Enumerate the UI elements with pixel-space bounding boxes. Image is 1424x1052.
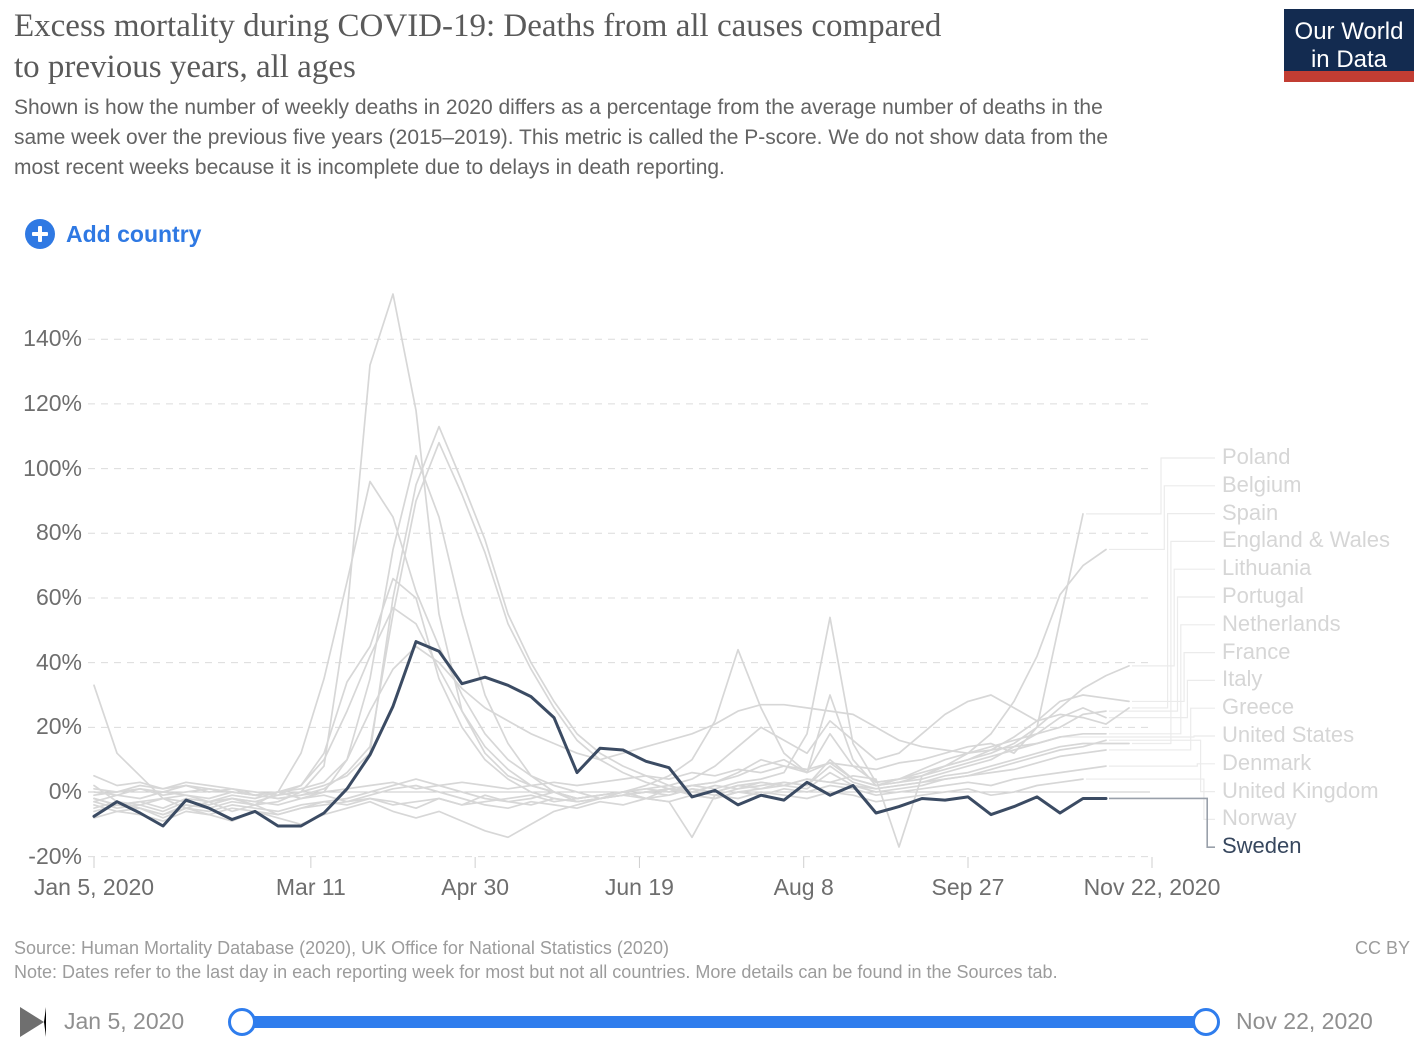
series-line-denmark (93, 765, 1107, 816)
series-line-sweden (92, 640, 1108, 828)
legend-connector-lithuania (1132, 568, 1215, 667)
page-title: Excess mortality during COVID-19: Deaths… (14, 6, 1274, 88)
y-axis-label-0: 0% (48, 778, 82, 804)
x-axis-label-3: Jun 19 (604, 874, 674, 900)
legend-item-spain[interactable]: Spain (1222, 499, 1279, 525)
license-link[interactable]: CC BY (1354, 938, 1410, 958)
source-text: Source: Human Mortality Database (2020),… (14, 938, 669, 958)
y-axis-label--20: -20% (28, 842, 82, 869)
legend-connector-france (1132, 652, 1215, 703)
series-line-italy (93, 480, 1107, 816)
y-axis-label-60: 60% (35, 583, 82, 610)
x-axis-label-1: Mar 11 (275, 874, 346, 900)
note-text: Note: Dates refer to the last day in eac… (14, 962, 1058, 982)
subtitle-line3: most recent weeks because it is incomple… (14, 156, 725, 179)
timeline-slider-track[interactable] (242, 1016, 1206, 1028)
legend-connector-poland (1086, 457, 1215, 515)
y-axis-label-40: 40% (35, 648, 82, 675)
legend-connector-england-wales (1132, 540, 1215, 745)
y-axis-label-100: 100% (23, 454, 82, 481)
x-axis-label-0: Jan 5, 2020 (33, 874, 155, 900)
legend-item-france[interactable]: France (1222, 638, 1291, 664)
legend-connector-sweden (1109, 797, 1215, 848)
owid-logo-line2: in Data (1310, 45, 1388, 73)
plus-icon (25, 219, 55, 249)
timeline-start-label: Jan 5, 2020 (64, 1008, 185, 1034)
legend-connector-greece (1109, 707, 1215, 751)
y-axis-label-140: 140% (23, 325, 82, 352)
chart-subtitle: Shown is how the number of weekly deaths… (14, 93, 1344, 183)
play-button[interactable] (20, 1007, 46, 1037)
y-axis-label-120: 120% (23, 389, 82, 416)
legend-item-sweden[interactable]: Sweden (1222, 833, 1302, 859)
legend-item-belgium[interactable]: Belgium (1222, 471, 1302, 497)
y-axis-label-20: 20% (35, 713, 82, 740)
legend-connector-spain (1132, 513, 1215, 709)
series-line-portugal (93, 648, 1107, 839)
legend-connector-united-kingdom (1109, 739, 1215, 793)
legend-item-poland[interactable]: Poland (1222, 444, 1291, 469)
timeline-start-handle[interactable] (228, 1008, 256, 1036)
series-line-spain (93, 293, 1130, 806)
owid-logo-stripe (1284, 71, 1414, 82)
series-line-france (93, 577, 1130, 813)
legend-item-united-kingdom[interactable]: United Kingdom (1222, 777, 1379, 803)
legend-connector-netherlands (1109, 624, 1215, 735)
x-axis-label-5: Sep 27 (931, 874, 1005, 900)
legend-item-portugal[interactable]: Portugal (1222, 583, 1304, 608)
legend-connector-united-states (1063, 735, 1215, 738)
owid-logo-line1: Our World (1294, 17, 1404, 45)
legend-item-lithuania[interactable]: Lithuania (1222, 555, 1312, 581)
legend-connector-belgium (1109, 485, 1215, 551)
series-line-norway (93, 778, 1084, 839)
legend-item-netherlands[interactable]: Netherlands (1222, 610, 1341, 636)
add-country-button[interactable]: Add country (25, 219, 201, 249)
x-axis-label-6: Nov 22, 2020 (1083, 874, 1221, 900)
legend-item-united-states[interactable]: United States (1222, 722, 1355, 747)
page-title-line2: to previous years, all ages (14, 49, 356, 85)
legend-item-norway[interactable]: Norway (1222, 805, 1297, 831)
y-axis-label-80: 80% (35, 519, 82, 546)
subtitle-line2: same week over the previous five years (… (14, 126, 1109, 149)
legend-connector-portugal (1109, 596, 1215, 712)
legend-connector-denmark (1109, 763, 1215, 767)
subtitle-line1: Shown is how the number of weekly deaths… (14, 96, 1103, 119)
timeline-end-label: Nov 22, 2020 (1236, 1008, 1373, 1034)
timeline-end-handle[interactable] (1192, 1008, 1220, 1036)
legend-item-denmark[interactable]: Denmark (1222, 749, 1312, 775)
legend-item-england-wales[interactable]: England & Wales (1222, 527, 1390, 553)
add-country-label: Add country (66, 220, 202, 247)
legend-item-italy[interactable]: Italy (1222, 666, 1263, 692)
series-line-united-kingdom (93, 441, 1107, 800)
owid-logo: Our World in Data (1284, 9, 1414, 82)
series-line-england-wales (93, 425, 1130, 797)
series-line-belgium (93, 454, 1107, 810)
legend-item-greece[interactable]: Greece (1222, 694, 1295, 720)
legend-connector-italy (1109, 679, 1215, 719)
source-row: Source: Human Mortality Database (2020),… (14, 936, 1410, 960)
page-title-line1: Excess mortality during COVID-19: Deaths… (14, 8, 942, 44)
x-axis-label-2: Apr 30 (441, 874, 510, 900)
x-axis-label-4: Aug 8 (773, 874, 834, 900)
